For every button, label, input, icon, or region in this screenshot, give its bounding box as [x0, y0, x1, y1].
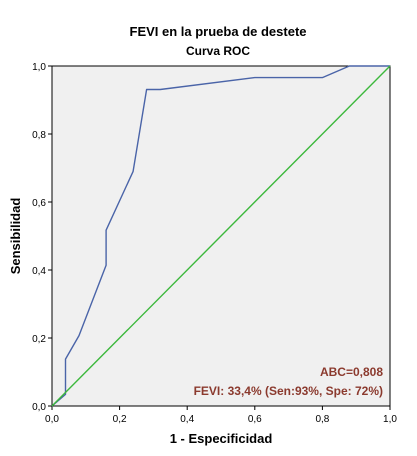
chart-subtitle: Curva ROC [186, 44, 250, 58]
y-tick-label: 1,0 [32, 62, 46, 73]
x-tick-label: 1,0 [383, 414, 397, 425]
x-tick-label: 0,2 [113, 414, 127, 425]
roc-curve-line [51, 65, 390, 407]
chart-title: FEVI en la prueba de destete [130, 24, 307, 39]
y-tick-label: 0,2 [32, 334, 46, 345]
x-axis-label: 1 - Especificidad [170, 431, 273, 446]
x-tick-label: 0,0 [45, 414, 59, 425]
x-tick-label: 0,8 [315, 414, 329, 425]
x-tick-label: 0,6 [248, 414, 262, 425]
y-axis-ticks: 0,0 0,2 0,4 0,6 0,8 1,0 [32, 62, 52, 413]
y-tick-label: 0,8 [32, 130, 46, 141]
y-tick-label: 0,6 [32, 198, 46, 209]
reference-line [51, 65, 391, 407]
auc-annotation: ABC=0,808 [320, 365, 383, 379]
x-tick-label: 0,4 [180, 414, 194, 425]
x-axis-ticks: 0,0 0,2 0,4 0,6 0,8 1,0 [45, 406, 397, 425]
y-axis-label: Sensibilidad [8, 198, 23, 275]
y-tick-label: 0,0 [32, 402, 46, 413]
series-layer [51, 65, 391, 407]
cutoff-annotation: FEVI: 33,4% (Sen:93%, Spe: 72%) [194, 384, 383, 398]
y-tick-label: 0,4 [32, 266, 46, 277]
